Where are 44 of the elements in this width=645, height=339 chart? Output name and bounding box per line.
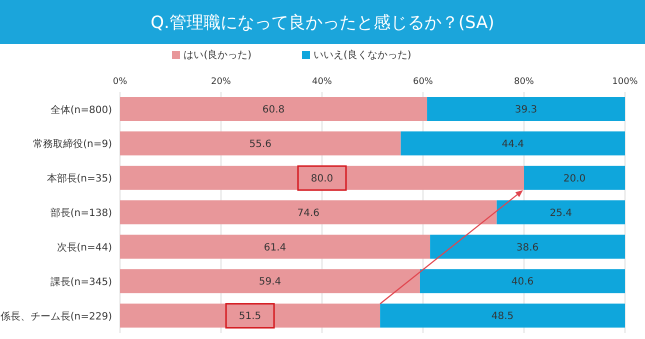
y-tick-label: 課長(n=345) xyxy=(50,276,112,288)
data-label: 55.6 xyxy=(249,138,272,150)
bar xyxy=(430,234,625,259)
bar xyxy=(120,269,420,294)
data-label: 59.4 xyxy=(258,276,282,288)
bar xyxy=(380,304,625,328)
x-tick-label: 100% xyxy=(612,77,638,87)
data-label: 20.0 xyxy=(563,173,586,184)
data-label: 25.4 xyxy=(550,208,572,219)
x-tick-label: 80% xyxy=(514,77,534,87)
data-label: 60.8 xyxy=(262,104,285,116)
data-label: 39.3 xyxy=(514,104,538,116)
y-tick-label: 本部長(n=35) xyxy=(46,172,112,185)
y-tick-label: 次長(n=44) xyxy=(56,242,112,254)
bar xyxy=(120,97,428,121)
bar xyxy=(400,131,625,156)
bar xyxy=(524,166,625,190)
data-label: 48.5 xyxy=(491,311,514,322)
chart-title: Q.管理職になって良かったと感じるか？(SA) xyxy=(0,0,645,44)
data-label: 74.6 xyxy=(297,208,320,219)
y-tick-label: 部長(n=138) xyxy=(50,207,112,220)
y-tick-label: 常務取締役(n=9) xyxy=(33,138,112,150)
data-label: 61.4 xyxy=(264,242,286,254)
x-tick-label: 0% xyxy=(112,77,128,87)
bar xyxy=(120,166,524,190)
data-label: 40.6 xyxy=(511,276,534,288)
bar xyxy=(120,234,430,259)
data-label: 80.0 xyxy=(310,173,334,184)
data-label: 51.5 xyxy=(238,311,262,322)
legend-label: いいえ(良くなかった) xyxy=(314,50,412,61)
x-tick-label: 20% xyxy=(210,77,232,87)
bar xyxy=(120,200,497,224)
x-tick-label: 60% xyxy=(412,77,434,87)
bar xyxy=(427,97,625,121)
data-label: 44.4 xyxy=(502,138,524,150)
bar xyxy=(120,131,401,156)
legend-label: はい(良かった) xyxy=(184,50,252,61)
data-label: 38.6 xyxy=(516,242,539,254)
y-tick-label: 係長、チーム長(n=229) xyxy=(0,310,112,322)
bar xyxy=(496,200,625,224)
x-tick-label: 40% xyxy=(312,77,332,87)
y-tick-label: 全体(n=800) xyxy=(50,104,112,116)
bar xyxy=(420,269,625,294)
bar xyxy=(120,304,380,328)
